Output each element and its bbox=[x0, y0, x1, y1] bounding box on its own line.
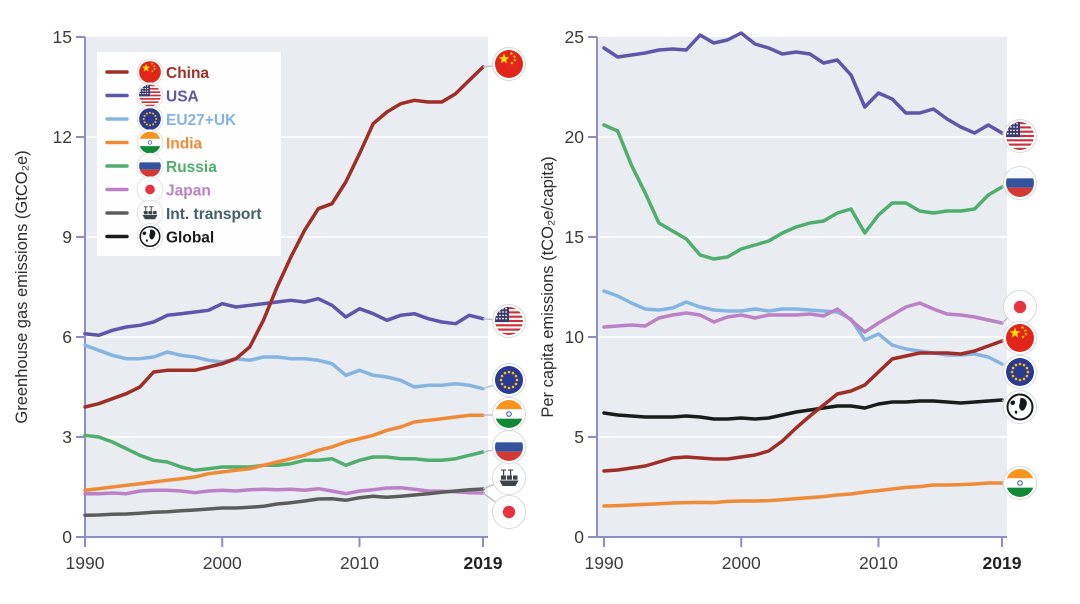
series-line-usa bbox=[602, 31, 1004, 135]
series-line-india bbox=[602, 481, 1004, 508]
flag-russia bbox=[136, 152, 164, 180]
series-line-russia bbox=[602, 123, 1004, 261]
legend-item-usa: USA bbox=[105, 82, 199, 109]
flag-india bbox=[136, 129, 164, 156]
flag-eu bbox=[1003, 355, 1037, 389]
y-tick-label: 25 bbox=[565, 27, 584, 47]
x-tick-label: 2019 bbox=[464, 553, 503, 573]
flag-japan bbox=[492, 495, 526, 529]
y-tick-label: 20 bbox=[565, 127, 585, 147]
flag-usa bbox=[136, 82, 164, 109]
y-tick-label: 12 bbox=[53, 127, 72, 147]
x-tick-label: 2000 bbox=[722, 553, 761, 573]
flag-china bbox=[1003, 321, 1037, 355]
legend-item-transport: Int. transport bbox=[105, 199, 262, 227]
y-tick-label: 0 bbox=[62, 527, 72, 547]
series-line-china bbox=[83, 65, 485, 409]
legend-label: India bbox=[166, 135, 203, 152]
series-line-usa bbox=[83, 296, 485, 338]
y-tick-label: 10 bbox=[565, 327, 585, 347]
legend-item-india: India bbox=[105, 129, 203, 156]
y-tick-label: 0 bbox=[574, 527, 584, 547]
y-tick-label: 9 bbox=[62, 227, 72, 247]
flag-usa bbox=[492, 304, 526, 338]
x-tick-label: 2010 bbox=[340, 553, 379, 573]
series-line-global bbox=[602, 398, 1004, 421]
y-tick-label: 15 bbox=[565, 227, 584, 247]
legend-label: Russia bbox=[166, 159, 217, 176]
flag-ship bbox=[136, 199, 164, 227]
legend-item-china: China bbox=[105, 58, 209, 86]
flag-japan bbox=[136, 176, 164, 203]
legend-label: USA bbox=[166, 88, 199, 105]
flag-globe bbox=[1003, 390, 1037, 424]
legend: China USA EU27+UK India Russia Japan Int. tran… bbox=[97, 52, 281, 256]
legend-item-global: Global bbox=[105, 223, 214, 250]
x-tick-label: 2010 bbox=[859, 553, 898, 573]
x-tick-label: 2000 bbox=[203, 553, 242, 573]
y-tick-label: 5 bbox=[574, 427, 584, 447]
legend-panel bbox=[97, 52, 281, 256]
legend-label: Japan bbox=[166, 182, 211, 199]
legend-label: Global bbox=[166, 229, 214, 246]
flag-india bbox=[1003, 466, 1037, 500]
flag-eu bbox=[136, 105, 164, 133]
series-line-russia bbox=[83, 433, 485, 473]
right-y-axis-title: Per capita emissions (tCO₂e/capita) bbox=[539, 156, 557, 417]
legend-item-japan: Japan bbox=[105, 176, 211, 203]
flag-usa bbox=[1003, 119, 1037, 153]
x-tick-label: 1990 bbox=[66, 553, 105, 573]
legend-label: EU27+UK bbox=[166, 112, 237, 129]
flag-china bbox=[492, 47, 526, 81]
plot-area bbox=[597, 37, 1007, 537]
flag-russia bbox=[1003, 166, 1037, 200]
series-line-japan bbox=[602, 301, 1004, 334]
legend-label: Int. transport bbox=[166, 206, 262, 223]
series-line-india bbox=[83, 413, 485, 493]
series-line-japan bbox=[83, 485, 485, 496]
legend-item-russia: Russia bbox=[105, 152, 217, 180]
flag-eu bbox=[492, 363, 526, 397]
series-line-china bbox=[602, 339, 1004, 473]
flag-china bbox=[136, 58, 164, 86]
legend-label: China bbox=[166, 65, 209, 82]
flag-globe bbox=[136, 223, 164, 250]
y-tick-label: 3 bbox=[62, 427, 72, 447]
series-line-eu bbox=[83, 343, 485, 391]
series-line-transport bbox=[83, 487, 485, 518]
legend-item-eu: EU27+UK bbox=[105, 105, 237, 133]
left-y-axis-title: Greenhouse gas emissions (GtCO₂e) bbox=[13, 150, 31, 423]
flag-ship bbox=[492, 461, 526, 495]
y-tick-label: 15 bbox=[53, 27, 72, 47]
y-tick-label: 6 bbox=[62, 327, 72, 347]
x-tick-label: 2019 bbox=[983, 553, 1022, 573]
x-tick-label: 1990 bbox=[585, 553, 624, 573]
flag-india bbox=[492, 397, 526, 431]
per-capita-emissions-chart: 0 5 10 15 20 25 1990 2000 2010 2019 bbox=[565, 27, 1037, 573]
flag-japan bbox=[1003, 290, 1037, 324]
flag-russia bbox=[492, 430, 526, 464]
